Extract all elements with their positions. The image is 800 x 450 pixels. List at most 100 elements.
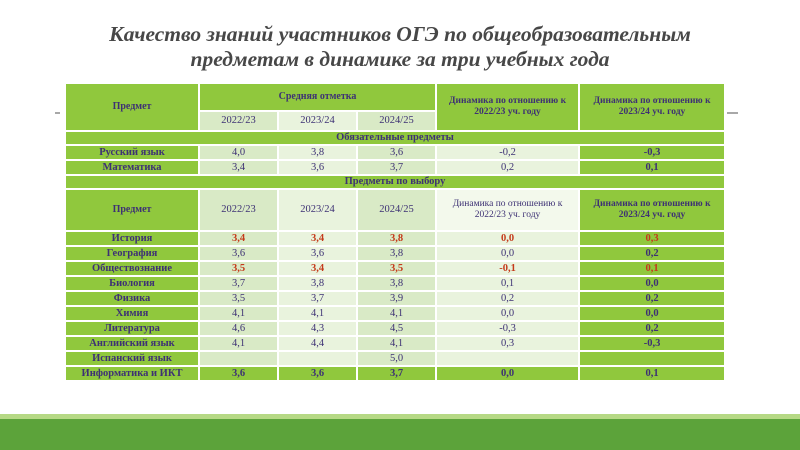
- year-cell: 2024/25: [358, 112, 436, 130]
- dynamics-2023-header-cell: Динамика по отношению к 2023/24 уч. году: [580, 190, 725, 231]
- dynamics-2023-header-cell: Динамика по отношению к 2023/24 уч. году: [580, 84, 725, 130]
- subject-header-cell: Предмет: [66, 84, 198, 130]
- year-cell: 2023/24: [279, 190, 356, 231]
- dynamics1-cell: 0,0: [437, 247, 579, 261]
- dynamics2-cell: -0,3: [580, 337, 725, 351]
- value-cell: 3,8: [358, 247, 436, 261]
- dynamics2-cell: 0,1: [580, 161, 725, 175]
- value-cell: 3,4: [200, 232, 277, 246]
- value-cell: 3,8: [279, 277, 356, 291]
- section-banner-mandatory: Обязательные предметы: [66, 132, 725, 145]
- year-cell: 2022/23: [200, 190, 277, 231]
- table-row: Биология 3,7 3,8 3,8 0,1 0,0: [66, 277, 725, 291]
- dynamics1-cell: 0,3: [437, 337, 579, 351]
- footer-accent-strip: [0, 414, 800, 419]
- value-cell: 3,6: [279, 367, 356, 381]
- table-row-informatics: Информатика и ИКТ 3,6 3,6 3,7 0,0 0,1: [66, 367, 725, 381]
- subject-cell: История: [66, 232, 198, 246]
- dynamics2-cell: 0,1: [580, 367, 725, 381]
- section-banner-elective: Предметы по выбору: [66, 176, 725, 189]
- dynamics2-cell: 0,0: [580, 277, 725, 291]
- years-subheader-row: 2022/23 2023/24 2024/25: [66, 112, 724, 130]
- table-row: Испанский язык 5,0: [66, 352, 725, 366]
- dynamics1-cell: 0,0: [437, 232, 579, 246]
- dynamics1-cell: 0,1: [437, 277, 579, 291]
- year-cell: 2022/23: [200, 112, 277, 130]
- value-cell: [200, 352, 277, 366]
- value-cell: 3,8: [358, 232, 436, 246]
- year-cell: 2024/25: [358, 190, 436, 231]
- subject-cell: Биология: [66, 277, 198, 291]
- dynamics1-cell: 0,0: [437, 367, 579, 381]
- value-cell: 4,5: [358, 322, 436, 336]
- dynamics1-cell: 0,2: [437, 161, 579, 175]
- artifact-dash-right: [727, 112, 738, 114]
- subject-cell: Физика: [66, 292, 198, 306]
- value-cell: 3,5: [200, 262, 277, 276]
- value-cell: 3,6: [358, 146, 436, 160]
- table-row: Математика 3,4 3,6 3,7 0,2 0,1: [66, 161, 725, 175]
- elective-header-row: Предмет 2022/23 2023/24 2024/25 Динамика…: [66, 190, 725, 231]
- subject-cell: Английский язык: [66, 337, 198, 351]
- dynamics2-cell: 0,0: [580, 307, 725, 321]
- dynamics2-cell: 0,2: [580, 322, 725, 336]
- value-cell: 4,4: [279, 337, 356, 351]
- artifact-dash-left: [55, 112, 60, 114]
- value-cell: 3,5: [358, 262, 436, 276]
- dynamics2-cell: [580, 352, 725, 366]
- section-banner-label: Обязательные предметы: [66, 132, 725, 145]
- value-cell: 4,0: [200, 146, 277, 160]
- table-row: Физика 3,5 3,7 3,9 0,2 0,2: [66, 292, 725, 306]
- subject-header-cell: Предмет: [66, 190, 198, 231]
- subject-cell: Литература: [66, 322, 198, 336]
- results-table: Предмет Средняя отметка Динамика по отно…: [64, 82, 726, 382]
- avg-mark-header-cell: Средняя отметка: [200, 84, 436, 110]
- dynamics1-cell: -0,2: [437, 146, 579, 160]
- footer-bar: [0, 419, 800, 450]
- subject-cell: Информатика и ИКТ: [66, 367, 198, 381]
- value-cell: 3,5: [200, 292, 277, 306]
- subject-cell: Испанский язык: [66, 352, 198, 366]
- subject-cell: Русский язык: [66, 146, 198, 160]
- table-header-row: Предмет Средняя отметка Динамика по отно…: [66, 84, 725, 130]
- dynamics-2022-header-cell: Динамика по отношению к 2022/23 уч. году: [437, 84, 579, 130]
- subject-cell: География: [66, 247, 198, 261]
- table-row: География 3,6 3,6 3,8 0,0 0,2: [66, 247, 725, 261]
- value-cell: 4,1: [200, 337, 277, 351]
- value-cell: 3,6: [279, 247, 356, 261]
- dynamics1-cell: 0,0: [437, 307, 579, 321]
- dynamics-2022-header-cell: Динамика по отношению к 2022/23 уч. году: [437, 190, 579, 231]
- value-cell: 4,1: [279, 307, 356, 321]
- table-row: Английский язык 4,1 4,4 4,1 0,3 -0,3: [66, 337, 725, 351]
- year-cell: 2023/24: [279, 112, 356, 130]
- dynamics1-cell: -0,1: [437, 262, 579, 276]
- subject-cell: Обществознание: [66, 262, 198, 276]
- table-row: Русский язык 4,0 3,8 3,6 -0,2 -0,3: [66, 146, 725, 160]
- value-cell: 3,4: [200, 161, 277, 175]
- table-row: История 3,4 3,4 3,8 0,0 0,3: [66, 232, 725, 246]
- slide-title: Качество знаний участников ОГЭ по общеоб…: [109, 22, 691, 72]
- section-banner-label: Предметы по выбору: [66, 176, 725, 189]
- value-cell: 3,8: [279, 146, 356, 160]
- value-cell: 3,6: [200, 247, 277, 261]
- table-row: Химия 4,1 4,1 4,1 0,0 0,0: [66, 307, 725, 321]
- value-cell: 4,3: [279, 322, 356, 336]
- dynamics2-cell: -0,3: [580, 146, 725, 160]
- value-cell: 3,4: [279, 262, 356, 276]
- value-cell: 4,1: [358, 307, 436, 321]
- value-cell: [279, 352, 356, 366]
- value-cell: 4,1: [200, 307, 277, 321]
- value-cell: 3,6: [279, 161, 356, 175]
- value-cell: 3,7: [358, 161, 436, 175]
- table-row: Литература 4,6 4,3 4,5 -0,3 0,2: [66, 322, 725, 336]
- dynamics2-cell: 0,1: [580, 262, 725, 276]
- value-cell: 4,6: [200, 322, 277, 336]
- dynamics1-cell: 0,2: [437, 292, 579, 306]
- dynamics2-cell: 0,2: [580, 247, 725, 261]
- value-cell: 3,9: [358, 292, 436, 306]
- subject-cell: Химия: [66, 307, 198, 321]
- value-cell: 5,0: [358, 352, 436, 366]
- dynamics1-cell: -0,3: [437, 322, 579, 336]
- value-cell: 3,7: [358, 367, 436, 381]
